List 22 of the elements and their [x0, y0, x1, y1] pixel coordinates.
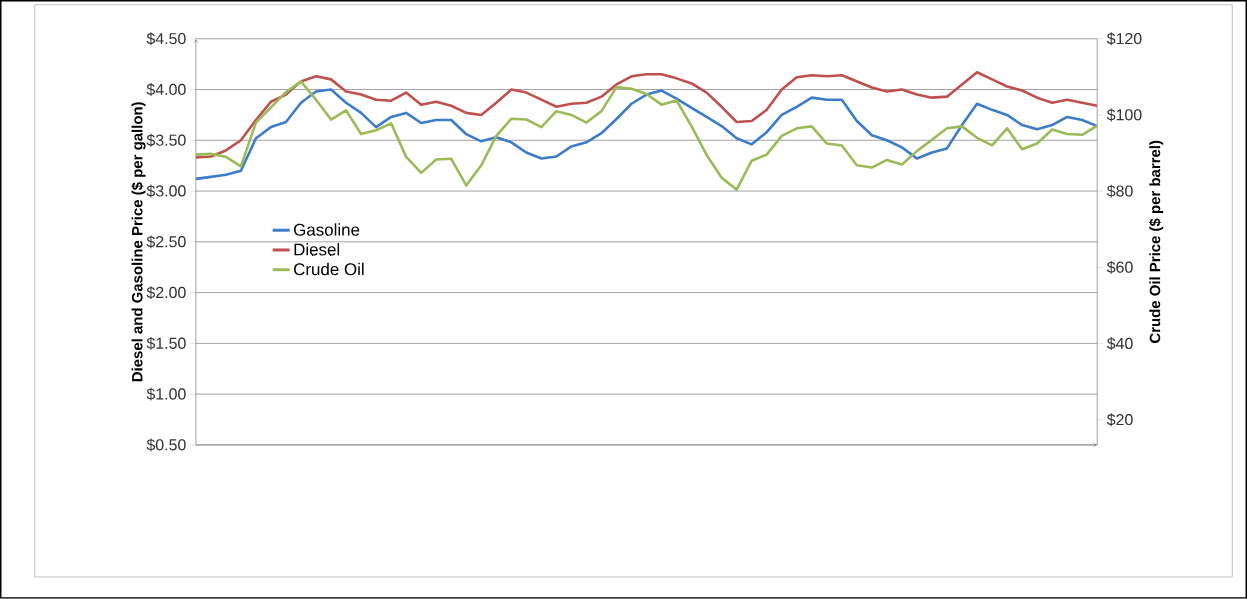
y-tick-label: $3.50	[146, 133, 186, 147]
line-series	[195, 88, 1098, 181]
y-tick-label: $2.00	[146, 286, 186, 300]
legend-label: Diesel	[294, 243, 340, 256]
y-tick-label: $1.00	[146, 387, 186, 401]
y-tick-label: $2.50	[146, 235, 186, 249]
line-series	[195, 80, 1098, 192]
y2-tick-label: $80	[1106, 184, 1133, 198]
y-tick-label: $4.50	[146, 32, 186, 46]
legend-label: Gasoline	[293, 223, 360, 236]
y2-tick-label: $60	[1106, 261, 1133, 274]
y2-tick-label: $20	[1106, 413, 1133, 427]
y-tick-label: $1.50	[146, 337, 186, 350]
y-tick-label: $4.00	[146, 83, 186, 97]
y-tick-label: $3.00	[146, 184, 186, 198]
legend-label: Crude Oil	[293, 262, 364, 276]
y2-tick-label: $100	[1106, 108, 1142, 122]
y2-tick-label: $40	[1106, 337, 1133, 351]
y-tick-label: $0.50	[146, 438, 186, 452]
y-axis-title: Diesel and Gasoline Price ($ per gallon)	[131, 102, 146, 382]
y2-axis-title: Crude Oil Price ($ per barrel)	[1149, 140, 1164, 344]
y2-tick-label: $120	[1106, 32, 1142, 46]
